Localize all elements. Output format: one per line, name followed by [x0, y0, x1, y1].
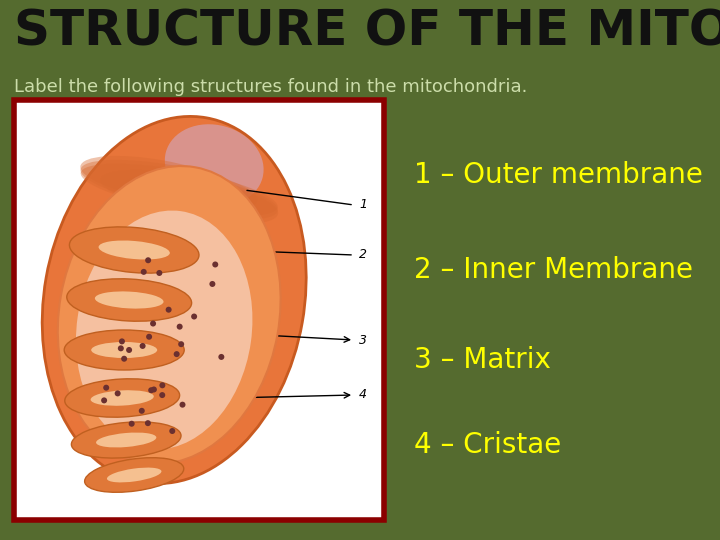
Ellipse shape	[159, 382, 166, 388]
Text: 4 – Cristae: 4 – Cristae	[414, 431, 562, 459]
Ellipse shape	[156, 270, 162, 276]
Text: 3: 3	[359, 334, 367, 347]
Ellipse shape	[210, 281, 215, 287]
Ellipse shape	[159, 392, 166, 398]
Ellipse shape	[85, 458, 184, 492]
Ellipse shape	[191, 314, 197, 320]
Ellipse shape	[91, 390, 154, 406]
Ellipse shape	[166, 307, 171, 313]
Ellipse shape	[148, 387, 154, 393]
Ellipse shape	[81, 156, 238, 204]
Ellipse shape	[179, 402, 186, 408]
Ellipse shape	[114, 390, 121, 396]
Ellipse shape	[91, 342, 157, 358]
Ellipse shape	[95, 292, 163, 308]
Ellipse shape	[81, 160, 258, 210]
Ellipse shape	[107, 468, 161, 482]
Ellipse shape	[178, 341, 184, 347]
Ellipse shape	[140, 269, 147, 275]
Ellipse shape	[139, 408, 145, 414]
Ellipse shape	[99, 240, 170, 260]
Ellipse shape	[76, 211, 253, 449]
Ellipse shape	[129, 421, 135, 427]
Ellipse shape	[145, 420, 151, 426]
Ellipse shape	[101, 170, 278, 220]
Ellipse shape	[101, 397, 107, 403]
Text: Label the following structures found in the mitochondria.: Label the following structures found in …	[14, 78, 527, 96]
Ellipse shape	[81, 164, 278, 216]
Text: 4: 4	[359, 388, 367, 402]
Ellipse shape	[176, 323, 183, 329]
Ellipse shape	[71, 422, 181, 458]
Ellipse shape	[145, 257, 151, 264]
Ellipse shape	[150, 321, 156, 327]
Bar	[14, 100, 384, 520]
Text: 1 – Outer membrane: 1 – Outer membrane	[414, 161, 703, 189]
Ellipse shape	[96, 433, 156, 448]
Ellipse shape	[126, 347, 132, 353]
Ellipse shape	[151, 387, 157, 393]
Ellipse shape	[58, 166, 281, 464]
Text: 1: 1	[359, 199, 367, 212]
Ellipse shape	[218, 354, 225, 360]
Ellipse shape	[140, 343, 145, 349]
Ellipse shape	[42, 117, 306, 484]
Ellipse shape	[118, 346, 124, 352]
Ellipse shape	[69, 227, 199, 273]
Ellipse shape	[65, 379, 179, 417]
Ellipse shape	[120, 176, 278, 224]
Ellipse shape	[165, 124, 264, 206]
Ellipse shape	[121, 356, 127, 362]
Ellipse shape	[64, 330, 184, 370]
Ellipse shape	[169, 428, 175, 434]
Ellipse shape	[103, 384, 109, 391]
Ellipse shape	[119, 339, 125, 345]
Ellipse shape	[67, 279, 192, 321]
Text: STRUCTURE OF THE MITOCHONDRIA: STRUCTURE OF THE MITOCHONDRIA	[14, 8, 720, 56]
Ellipse shape	[212, 261, 218, 267]
Text: 3 – Matrix: 3 – Matrix	[414, 346, 551, 374]
Text: 2: 2	[359, 248, 367, 261]
Ellipse shape	[146, 334, 152, 340]
Text: 2 – Inner Membrane: 2 – Inner Membrane	[414, 256, 693, 284]
Ellipse shape	[174, 351, 180, 357]
